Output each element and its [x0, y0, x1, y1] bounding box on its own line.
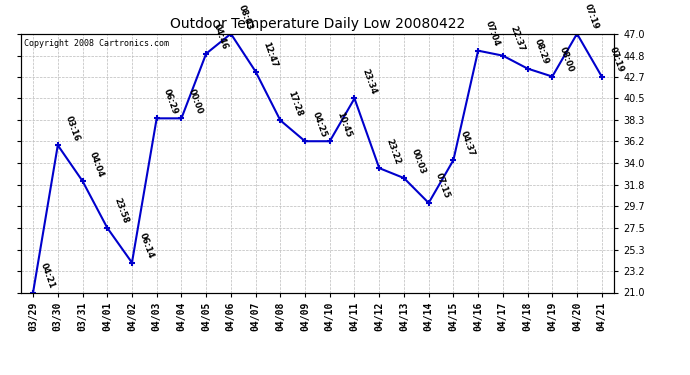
Text: 04:25: 04:25	[310, 110, 328, 138]
Text: 22:37: 22:37	[509, 25, 526, 53]
Text: 23:22: 23:22	[385, 137, 402, 165]
Text: 23:58: 23:58	[112, 197, 130, 225]
Text: 07:15: 07:15	[434, 172, 452, 200]
Text: 07:19: 07:19	[582, 3, 600, 31]
Title: Outdoor Temperature Daily Low 20080422: Outdoor Temperature Daily Low 20080422	[170, 17, 465, 31]
Text: 04:21: 04:21	[39, 261, 56, 290]
Text: 06:14: 06:14	[137, 232, 155, 260]
Text: 17:28: 17:28	[286, 90, 304, 117]
Text: 00:00: 00:00	[187, 88, 204, 116]
Text: 00:03: 00:03	[409, 147, 427, 175]
Text: 08:00: 08:00	[558, 46, 575, 74]
Text: 08:29: 08:29	[533, 38, 551, 66]
Text: 04:46: 04:46	[212, 22, 229, 51]
Text: 07:04: 07:04	[484, 20, 501, 48]
Text: 12:47: 12:47	[261, 40, 279, 69]
Text: 08:03: 08:03	[237, 3, 254, 31]
Text: 04:37: 04:37	[459, 129, 477, 158]
Text: Copyright 2008 Cartronics.com: Copyright 2008 Cartronics.com	[23, 39, 168, 48]
Text: 07:19: 07:19	[607, 46, 625, 74]
Text: 23:34: 23:34	[360, 68, 377, 96]
Text: 03:16: 03:16	[63, 114, 81, 142]
Text: 06:29: 06:29	[162, 87, 180, 116]
Text: 04:04: 04:04	[88, 150, 106, 178]
Text: 10:45: 10:45	[335, 110, 353, 138]
